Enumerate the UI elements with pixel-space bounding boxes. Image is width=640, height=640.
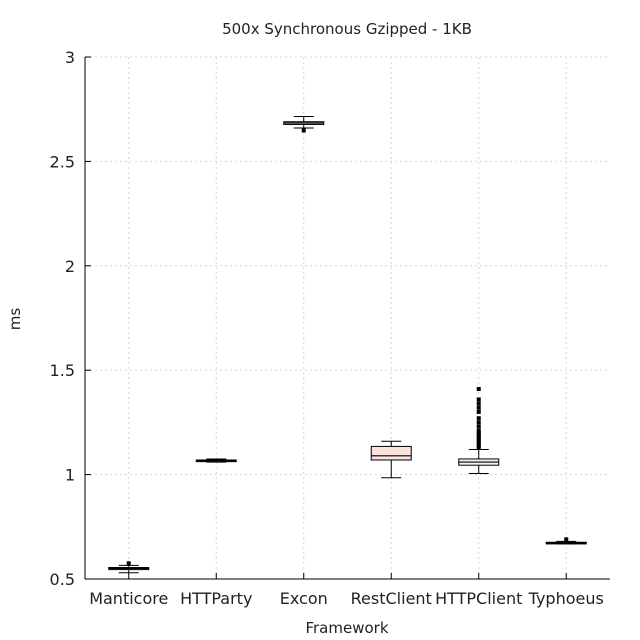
box-restclient [370, 440, 412, 479]
outlier-point [476, 386, 481, 391]
box-iqr [370, 445, 412, 461]
outlier-point [476, 409, 481, 414]
x-tick-label: HTTParty [180, 589, 252, 608]
y-tick-label: 1.5 [50, 361, 75, 380]
outlier-point [476, 430, 481, 435]
outlier-point [476, 420, 481, 425]
outlier-point [126, 561, 131, 566]
axes [84, 57, 610, 580]
y-ticks: 0.5 1 1.5 2 2.5 3 [50, 48, 91, 589]
outlier-point [301, 128, 306, 133]
y-tick-label: 0.5 [50, 570, 75, 589]
outlier-point [476, 445, 481, 450]
outlier-point [476, 441, 481, 446]
grid-lines [85, 56, 610, 579]
outlier-point [476, 397, 481, 402]
x-ticks: Manticore HTTParty Excon RestClient HTTPClie… [89, 573, 604, 608]
outlier-point [476, 405, 481, 410]
outlier-point [476, 443, 481, 448]
outlier-point [476, 437, 481, 442]
outlier-point [564, 537, 569, 542]
outlier-point [476, 432, 481, 437]
x-axis-label: Framework [305, 619, 388, 637]
y-tick-label: 3 [65, 48, 75, 67]
x-tick-label: Excon [280, 589, 328, 608]
outlier-point [476, 401, 481, 406]
box-httpclient [458, 386, 500, 475]
x-tick-label: Manticore [89, 589, 168, 608]
x-tick-label: Typhoeus [528, 589, 604, 608]
outlier-point [476, 439, 481, 444]
box-typhoeus [545, 537, 587, 545]
x-tick-label: RestClient [351, 589, 432, 608]
outlier-point [476, 424, 481, 429]
x-tick-label: HTTPClient [435, 589, 522, 608]
box-excon [283, 116, 325, 133]
y-tick-label: 2 [65, 257, 75, 276]
y-tick-label: 1 [65, 466, 75, 485]
outlier-point [476, 416, 481, 421]
chart-title: 500x Synchronous Gzipped - 1KB [222, 20, 472, 38]
y-tick-label: 2.5 [50, 152, 75, 171]
outlier-point [476, 428, 481, 433]
y-axis-label: ms [6, 308, 24, 331]
outlier-point [476, 435, 481, 440]
plot-area [108, 116, 587, 574]
box-httparty [195, 458, 237, 463]
box-manticore [108, 561, 150, 574]
